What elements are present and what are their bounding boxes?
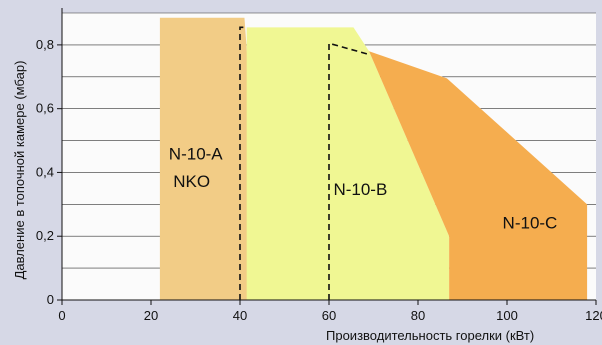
region-label: N-10-B	[333, 180, 387, 199]
region-label: N-10-C	[503, 213, 558, 232]
x-tick-label: 60	[322, 308, 336, 323]
x-tick-label: 20	[144, 308, 158, 323]
y-tick-label: 0,6	[36, 101, 54, 116]
x-tick-label: 100	[496, 308, 518, 323]
y-axis-title: Давление в топочной камере (мбар)	[12, 61, 27, 280]
region-area-2	[246, 27, 450, 300]
x-axis-title: Производительность горелки (кВт)	[326, 328, 534, 343]
x-tick-label: 40	[233, 308, 247, 323]
x-tick-label: 120	[585, 308, 602, 323]
dashed-boundary	[239, 26, 247, 300]
x-tick-label: 80	[411, 308, 425, 323]
y-tick-label: 0,2	[36, 228, 54, 243]
region-label: NKO	[173, 172, 210, 191]
region-area-3	[369, 51, 588, 301]
y-tick-label: 0,8	[36, 37, 54, 52]
region-area-1	[159, 17, 258, 301]
dashed-boundary	[328, 42, 370, 300]
y-tick-label: 0,4	[36, 164, 54, 179]
region-label: N-10-A	[169, 145, 224, 164]
x-tick-label: 0	[58, 308, 65, 323]
y-tick-label: 0	[47, 292, 54, 307]
